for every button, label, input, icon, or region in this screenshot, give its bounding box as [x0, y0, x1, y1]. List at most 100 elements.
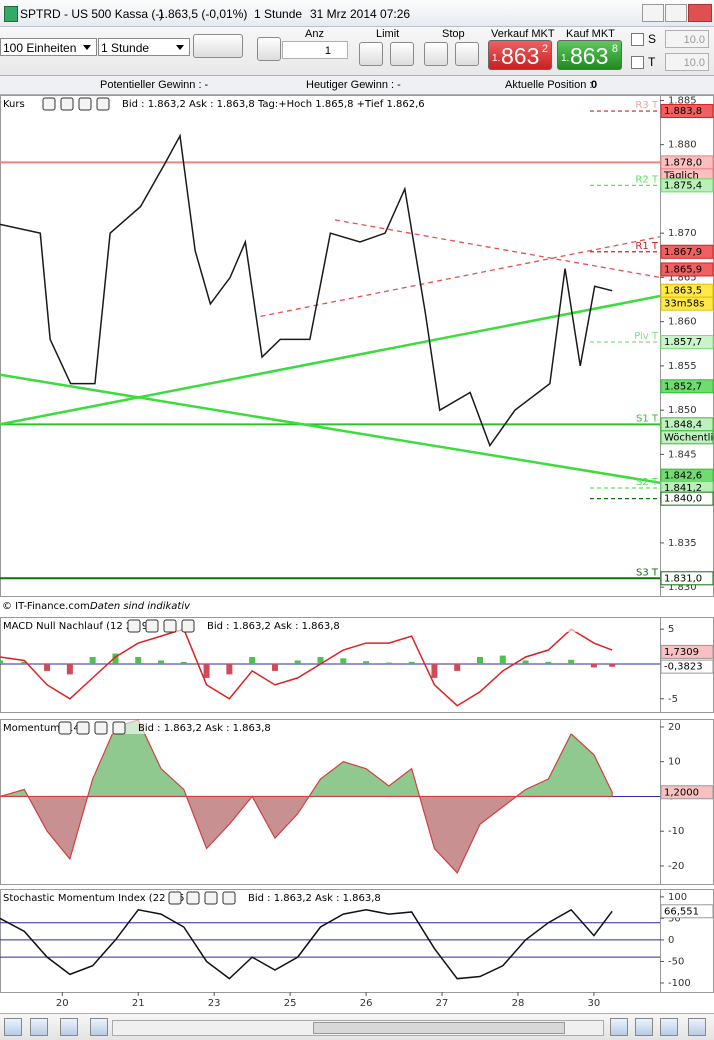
panel-subtitle: Bid : 1.863,2 Ask : 1.863,8 — [248, 893, 381, 904]
limit-buy-button[interactable] — [359, 42, 383, 66]
anz-label: Anz — [305, 28, 324, 40]
limit-sell-button[interactable] — [390, 42, 414, 66]
sell-label: Verkauf MKT — [491, 28, 555, 40]
bottom-toolbar — [0, 1013, 714, 1040]
interval-select[interactable]: 1 Stunde — [98, 38, 190, 56]
header-icon — [127, 619, 141, 633]
table-tool[interactable] — [60, 1018, 78, 1036]
buy-button[interactable]: 1. 863 8 — [557, 40, 622, 70]
series-line — [0, 628, 613, 707]
y-tick-label: -100 — [668, 978, 691, 989]
series-area — [0, 719, 613, 874]
x-tick-label: 30 — [588, 998, 601, 1009]
panel-subtitle: Bid : 1.863,2 Ask : 1.863,8 Tag:+Hoch 1.… — [122, 99, 425, 110]
instrument-title: SPTRD - US 500 Kassa (-) — [20, 7, 164, 21]
sell-button[interactable]: 1. 863 2 — [488, 40, 552, 70]
toolbar: 100 Einheiten 1 Stunde Anz 1 Limit Stop … — [0, 27, 714, 76]
scroll-thumb[interactable] — [313, 1022, 565, 1034]
zoom-fit[interactable] — [610, 1018, 628, 1036]
datetime: 31 Mrz 2014 07:26 — [310, 7, 411, 21]
panel-title: MACD Null Nachlauf (12 27 9) — [3, 621, 152, 632]
y-tick-label: 1.880 — [668, 140, 697, 151]
level-label: 1.878,0 — [664, 157, 702, 168]
y-tick-label: 1.850 — [668, 405, 697, 416]
buy-price: 863 — [570, 43, 609, 69]
header-icon — [94, 721, 108, 735]
s-checkbox[interactable] — [631, 33, 644, 46]
y-tick-label: 1.845 — [668, 449, 697, 460]
histogram-bar — [226, 663, 233, 675]
stop-label: Stop — [442, 28, 465, 40]
histogram-bar — [568, 659, 575, 664]
panel-subtitle: Bid : 1.863,2 Ask : 1.863,8 — [207, 621, 340, 632]
t-input[interactable]: 10.0 — [665, 53, 709, 71]
level-subbox — [660, 430, 714, 445]
today-profit: Heutiger Gewinn : - — [306, 79, 401, 91]
indicator-tool[interactable] — [90, 1018, 108, 1036]
minimize-button[interactable] — [642, 4, 664, 22]
sell-decimal: 2 — [541, 43, 548, 55]
level-box — [660, 244, 714, 259]
zoom-out-x[interactable] — [635, 1018, 653, 1036]
y-tick-label: -10 — [668, 826, 684, 837]
zoom-in[interactable] — [660, 1018, 678, 1036]
level-label: 1.857,7 — [664, 337, 702, 348]
y-tick-label: 1.865 — [668, 272, 697, 283]
x-tick-label: 28 — [512, 998, 525, 1009]
draw-tool[interactable] — [4, 1018, 22, 1036]
plot-area — [0, 719, 660, 874]
sell-prefix: 1. — [492, 53, 501, 64]
header-icon — [112, 721, 126, 735]
histogram-bar — [590, 663, 597, 668]
y-tick-label: 10 — [668, 757, 681, 768]
y-tick-label: 1.870 — [668, 228, 697, 239]
position-label: Aktuelle Position : — [505, 79, 593, 91]
close-button[interactable] — [688, 4, 712, 22]
header-icon — [145, 619, 159, 633]
stop-sell-button[interactable] — [455, 42, 479, 66]
level-box — [660, 262, 714, 277]
buy-label: Kauf MKT — [566, 28, 615, 40]
maximize-button[interactable] — [665, 4, 687, 22]
charts: © IT-Finance.com Daten sind indikativ 1.… — [0, 95, 714, 1009]
s-input[interactable]: 10.0 — [665, 30, 709, 48]
t-label: T — [648, 55, 656, 69]
buy-prefix: 1. — [561, 53, 570, 64]
header-icon — [186, 891, 200, 905]
x-tick-label: 21 — [132, 998, 145, 1009]
level-name: Piv T — [634, 331, 659, 342]
scrollbar[interactable] — [112, 1020, 604, 1036]
stop-buy-button[interactable] — [424, 42, 448, 66]
credits-note: Daten sind indikativ — [90, 601, 191, 612]
histogram-bar — [294, 660, 301, 664]
anz-input[interactable]: 1 — [282, 41, 348, 59]
plot-area — [0, 110, 660, 580]
y-tick-label: 1.885 — [668, 95, 697, 106]
histogram-bar — [0, 660, 3, 664]
info-bar: Potentieller Gewinn : - Heutiger Gewinn … — [0, 76, 714, 95]
level-name: S1 T — [636, 413, 659, 424]
chart-style-button[interactable] — [193, 34, 243, 58]
histogram-bar — [499, 655, 506, 664]
panel-title: Stochastic Momentum Index (22 3 5 3) — [3, 893, 198, 904]
level-label: 1.867,9 — [664, 247, 702, 258]
quantity-select[interactable]: 100 Einheiten — [0, 38, 97, 56]
header-icon — [76, 721, 90, 735]
panel-title: Momentum (14) — [3, 723, 84, 734]
t-checkbox[interactable] — [631, 56, 644, 69]
level-box — [660, 178, 714, 193]
y-tick-label: -5 — [668, 694, 678, 705]
histogram-bar — [408, 661, 415, 664]
settings-button[interactable] — [257, 37, 281, 61]
y-tick-label: -50 — [668, 956, 684, 967]
level-box — [660, 491, 714, 506]
level-label: 1.841,2 — [664, 483, 702, 494]
histogram-bar — [340, 658, 347, 664]
header-icon — [181, 619, 195, 633]
value-box — [660, 785, 714, 800]
quote: 1.863,5 (-0,01%) — [158, 7, 248, 21]
candle-tool[interactable] — [30, 1018, 48, 1036]
level-name: R1 T — [635, 241, 658, 252]
zoom-out[interactable] — [688, 1018, 706, 1036]
y-tick-label: 0 — [668, 935, 674, 946]
